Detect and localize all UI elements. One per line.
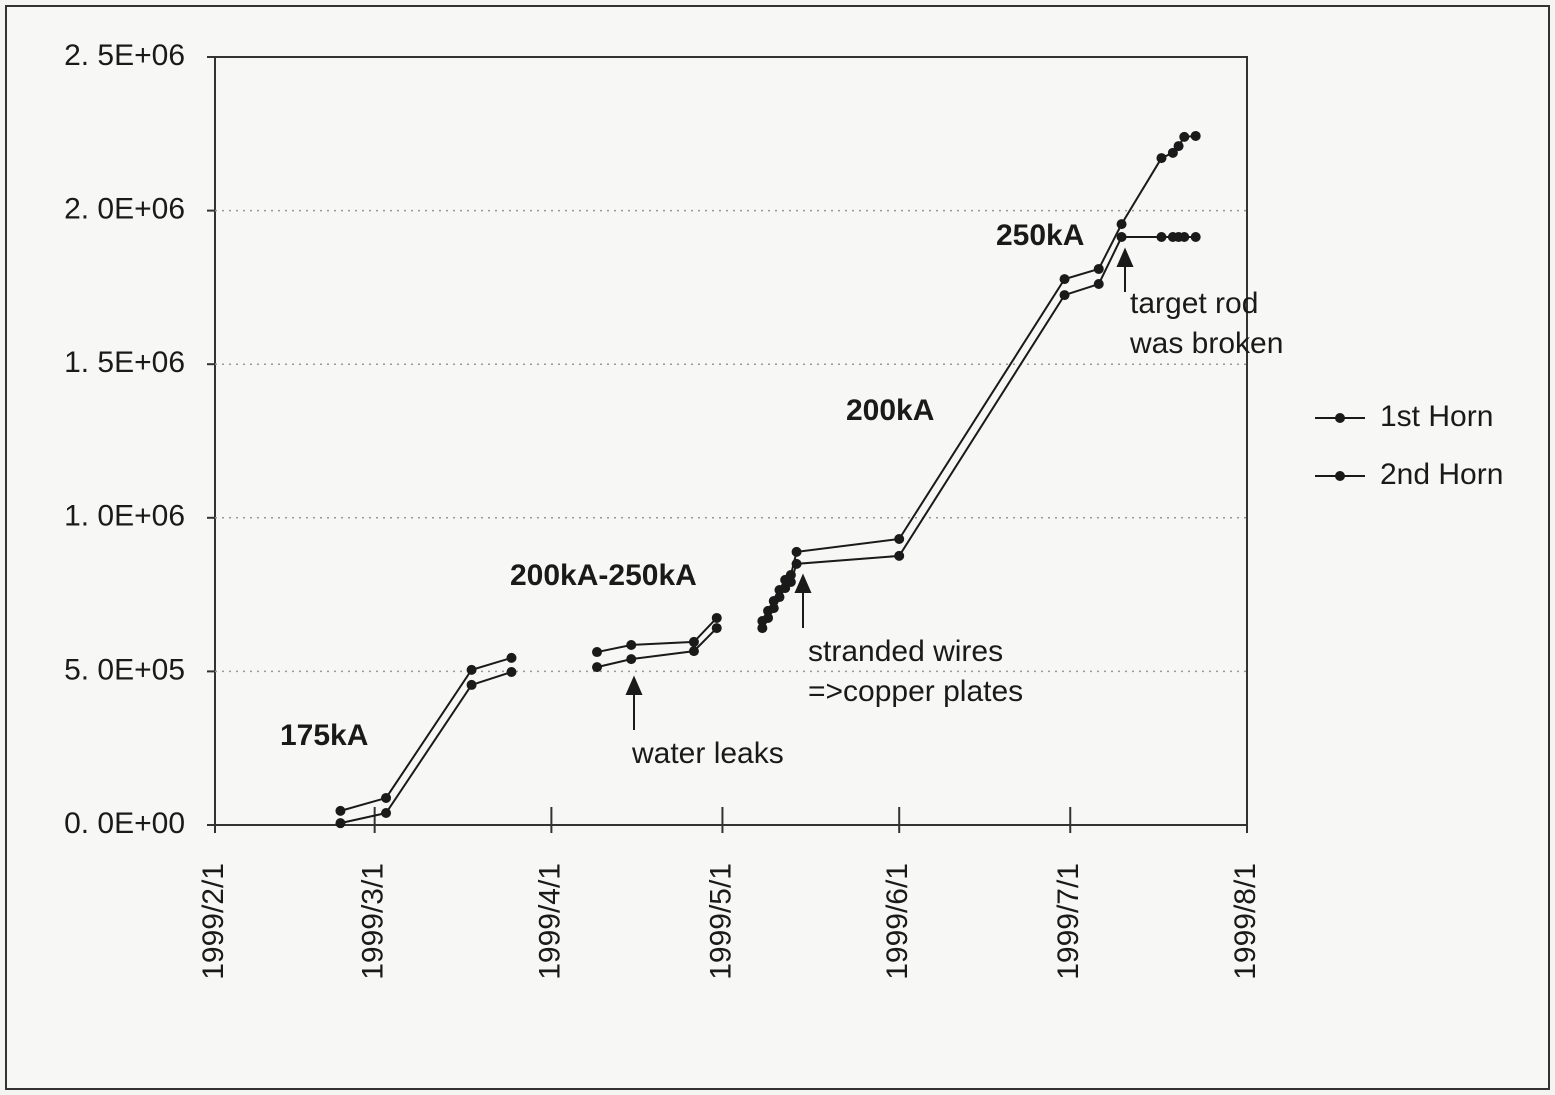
point bbox=[1179, 232, 1190, 243]
annotation: 200kA-250kA bbox=[510, 559, 697, 592]
point bbox=[1116, 219, 1127, 230]
point bbox=[1173, 141, 1184, 152]
point bbox=[335, 805, 346, 816]
y-tick-label: 2. 5E+06 bbox=[64, 39, 185, 72]
arrow-head bbox=[794, 573, 812, 593]
point bbox=[506, 667, 517, 678]
point bbox=[1179, 131, 1190, 142]
annotation: stranded wires bbox=[808, 635, 1003, 668]
plot-area bbox=[214, 56, 1248, 826]
series-line bbox=[340, 656, 512, 812]
x-tick-label: 1999/2/1 bbox=[197, 863, 230, 980]
arrows bbox=[625, 247, 1134, 730]
point bbox=[381, 792, 392, 803]
point bbox=[1059, 290, 1070, 301]
legend-label: 1st Horn bbox=[1380, 400, 1493, 433]
point bbox=[894, 533, 905, 544]
x-tick-label: 1999/8/1 bbox=[1229, 863, 1262, 980]
y-tick-label: 5. 0E+05 bbox=[64, 653, 185, 686]
point bbox=[768, 603, 779, 614]
annotation: 200kA bbox=[846, 394, 934, 427]
legend-label: 2nd Horn bbox=[1380, 458, 1503, 491]
point bbox=[466, 664, 477, 675]
point bbox=[785, 577, 796, 588]
annotation: 250kA bbox=[996, 219, 1084, 252]
x-tick-label: 1999/6/1 bbox=[881, 863, 914, 980]
point bbox=[506, 652, 517, 663]
point bbox=[626, 639, 637, 650]
point bbox=[688, 646, 699, 657]
point bbox=[711, 623, 722, 634]
x-tick-label: 1999/7/1 bbox=[1052, 863, 1085, 980]
point bbox=[1093, 263, 1104, 274]
x-tick-label: 1999/5/1 bbox=[704, 863, 737, 980]
annotation: target rod bbox=[1130, 287, 1258, 320]
point bbox=[1190, 130, 1201, 141]
arrow-head bbox=[1116, 247, 1134, 267]
y-tick-label: 0. 0E+00 bbox=[64, 807, 185, 840]
point bbox=[1116, 232, 1127, 243]
point bbox=[894, 550, 905, 561]
point bbox=[1156, 153, 1167, 164]
series-line bbox=[596, 627, 718, 669]
arrow-head bbox=[625, 675, 643, 695]
x-tick-label: 1999/4/1 bbox=[533, 863, 566, 980]
point bbox=[1093, 279, 1104, 290]
point bbox=[1059, 274, 1070, 285]
point bbox=[791, 558, 802, 569]
y-tick-label: 1. 0E+06 bbox=[64, 500, 185, 533]
legend-marker bbox=[1335, 413, 1345, 423]
point bbox=[381, 808, 392, 819]
point bbox=[791, 546, 802, 557]
series-line bbox=[340, 671, 512, 825]
legend-marker bbox=[1335, 471, 1345, 481]
point bbox=[1167, 147, 1178, 158]
point bbox=[688, 636, 699, 647]
annotation: was broken bbox=[1129, 327, 1283, 360]
point bbox=[592, 647, 603, 658]
y-tick-label: 2. 0E+06 bbox=[64, 193, 185, 226]
point bbox=[763, 612, 774, 623]
point bbox=[1190, 232, 1201, 243]
point bbox=[626, 654, 637, 665]
x-tick-label: 1999/3/1 bbox=[357, 863, 390, 980]
point bbox=[466, 679, 477, 690]
series-line bbox=[596, 617, 718, 654]
annotation: 175kA bbox=[280, 719, 368, 752]
point bbox=[774, 592, 785, 603]
frame bbox=[5, 5, 1550, 1090]
point bbox=[1156, 232, 1167, 243]
annotation: water leaks bbox=[631, 737, 784, 770]
y-tick-label: 1. 5E+06 bbox=[64, 346, 185, 379]
point bbox=[592, 662, 603, 673]
point bbox=[757, 623, 768, 634]
point bbox=[335, 818, 346, 829]
annotation: =>copper plates bbox=[808, 675, 1023, 708]
point bbox=[711, 612, 722, 623]
